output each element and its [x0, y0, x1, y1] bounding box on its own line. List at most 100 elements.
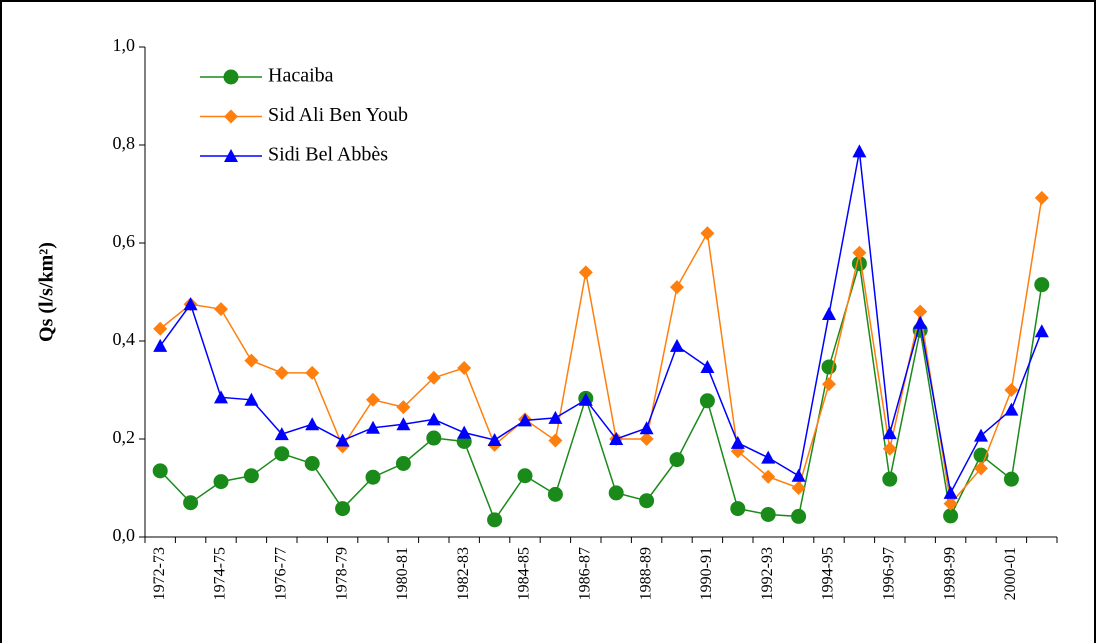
data-point — [700, 359, 715, 373]
series-line — [159, 151, 1043, 496]
data-point — [791, 508, 807, 524]
x-tick-label: 2000-01 — [1002, 547, 1019, 600]
y-tick-label: 0,6 — [113, 231, 136, 251]
legend-marker — [224, 149, 238, 162]
data-point — [1034, 190, 1049, 205]
data-point — [518, 413, 532, 427]
data-point — [457, 425, 472, 439]
data-point — [639, 421, 654, 435]
data-point — [822, 307, 836, 321]
data-point — [335, 501, 351, 517]
legend-label: Sidi Bel Abbès — [268, 144, 388, 166]
legend-label: Hacaiba — [268, 65, 334, 87]
data-point — [426, 412, 441, 426]
data-point — [761, 469, 776, 484]
y-tick-label: 0,2 — [113, 427, 136, 447]
x-tick-label: 1984-85 — [516, 547, 533, 600]
x-tick-label: 1974-75 — [212, 547, 229, 600]
data-point — [305, 365, 320, 380]
data-point — [882, 471, 898, 487]
data-point — [943, 485, 958, 499]
data-point — [214, 390, 228, 404]
data-point — [152, 463, 168, 479]
x-tick-label: 1980-81 — [394, 547, 411, 600]
data-point — [548, 433, 563, 448]
x-tick-label: 1988-89 — [637, 547, 654, 600]
x-tick-label: 1992-93 — [759, 547, 776, 600]
data-point — [1003, 471, 1019, 487]
data-point — [943, 496, 958, 511]
data-point — [153, 338, 168, 352]
data-point — [335, 433, 350, 447]
data-point — [761, 450, 776, 464]
y-tick-label: 0,4 — [113, 329, 136, 349]
data-point — [395, 456, 411, 471]
data-point — [730, 501, 746, 517]
data-point — [669, 452, 685, 468]
data-point — [913, 315, 928, 329]
legend-marker — [223, 69, 239, 85]
legend-label: Sid Ali Ben Youb — [268, 104, 408, 126]
data-point — [639, 432, 654, 446]
data-point — [244, 392, 259, 406]
data-point — [153, 321, 168, 336]
data-point — [487, 432, 502, 446]
data-point — [639, 493, 655, 509]
data-point — [700, 226, 715, 241]
data-point — [852, 144, 867, 158]
data-point — [547, 486, 563, 502]
data-point — [426, 430, 442, 446]
data-point — [457, 360, 472, 375]
data-point — [578, 265, 593, 280]
data-point — [304, 456, 320, 471]
data-point — [396, 417, 411, 431]
x-tick-label: 1990-91 — [698, 547, 715, 600]
data-point — [609, 432, 624, 445]
data-point — [365, 469, 381, 485]
data-point — [670, 338, 684, 352]
y-tick-label: 0,0 — [113, 525, 136, 545]
data-point — [183, 495, 199, 511]
data-point — [274, 427, 289, 441]
x-tick-label: 1982-83 — [455, 547, 472, 600]
data-point — [274, 365, 289, 380]
data-point — [699, 393, 715, 409]
data-point — [214, 302, 228, 317]
data-point — [578, 392, 593, 406]
legend-marker — [224, 109, 238, 124]
data-point — [608, 485, 624, 501]
x-tick-label: 1986-87 — [576, 547, 593, 600]
data-point — [974, 428, 988, 442]
data-point — [943, 508, 959, 524]
data-point — [791, 468, 806, 482]
data-point — [183, 297, 198, 311]
data-point — [1034, 277, 1050, 293]
y-tick-label: 0,8 — [113, 133, 136, 153]
data-point — [548, 410, 563, 424]
data-point — [274, 446, 290, 462]
data-point — [244, 353, 259, 368]
x-tick-label: 1976-77 — [272, 547, 289, 600]
y-tick-label: 1,0 — [113, 35, 136, 55]
data-point — [426, 370, 441, 385]
data-point — [974, 461, 988, 476]
x-tick-label: 1978-79 — [333, 547, 350, 600]
data-point — [760, 506, 776, 522]
data-point — [1034, 324, 1049, 338]
data-point — [517, 468, 533, 484]
data-point — [791, 481, 806, 495]
data-point — [396, 400, 411, 415]
data-point — [213, 474, 229, 490]
data-point — [730, 435, 745, 449]
x-tick-label: 1994-95 — [820, 547, 837, 600]
data-point — [852, 245, 867, 260]
data-point — [670, 280, 684, 295]
x-tick-label: 1972-73 — [151, 547, 168, 600]
data-point — [882, 426, 897, 440]
data-point — [822, 377, 836, 392]
data-point — [1004, 383, 1019, 397]
data-point — [487, 512, 503, 528]
